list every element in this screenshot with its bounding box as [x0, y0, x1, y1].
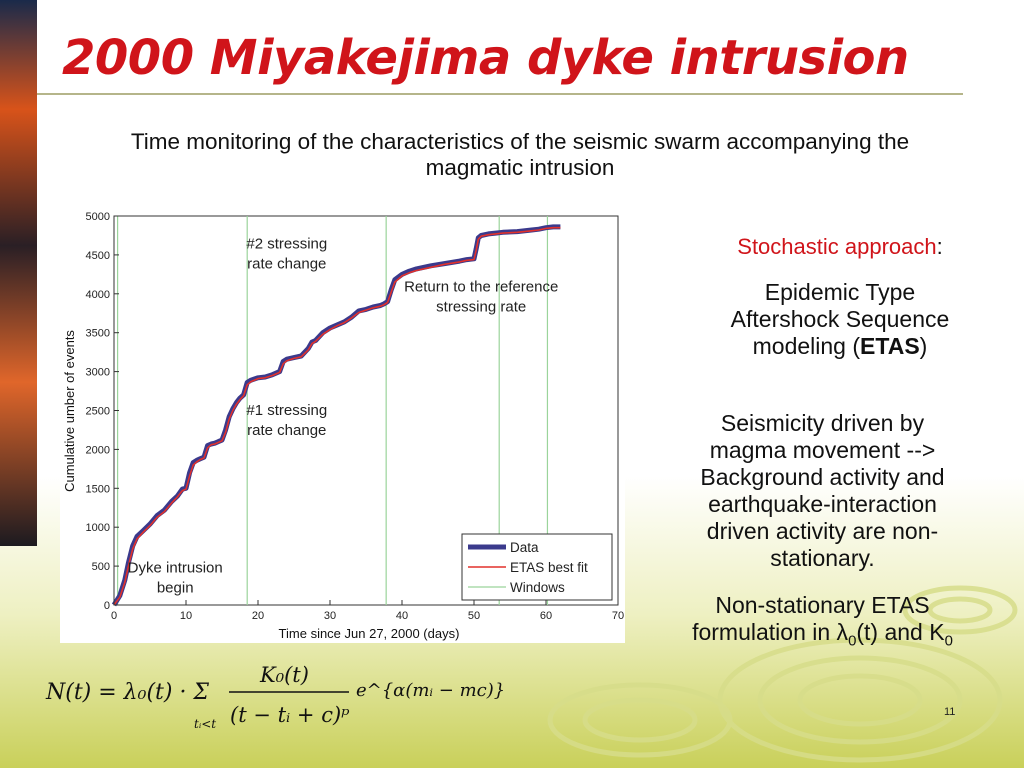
annotation-line: stressing rate — [436, 298, 526, 315]
slide-subtitle: Time monitoring of the characteristics o… — [130, 129, 910, 180]
etas-fit-line — [113, 226, 561, 606]
page-number: 11 — [944, 706, 956, 718]
etas-line: Epidemic Type — [764, 279, 916, 305]
y-tick-label: 5000 — [86, 211, 110, 223]
y-tick-label: 0 — [104, 600, 110, 612]
y-tick-label: 2000 — [86, 444, 110, 456]
annotation-line: Dyke intrusion — [128, 559, 223, 576]
y-tick-label: 1000 — [86, 522, 110, 534]
y-tick-label: 3000 — [86, 367, 110, 379]
ripple-decoration — [547, 585, 1018, 763]
x-axis-label: Time since Jun 27, 2000 (days) — [279, 626, 460, 641]
y-axis-label: Cumulative umber of events — [62, 330, 77, 492]
formula-denominator: (t − tᵢ + c)ᵖ — [230, 703, 350, 727]
etas-description: Epidemic Type Aftershock Sequence modeli… — [680, 279, 1000, 360]
legend-label: Data — [510, 540, 539, 555]
formula-numerator: K₀(t) — [259, 663, 309, 687]
nonst-line: formulation in λ0(t) and K0 — [650, 619, 995, 655]
y-tick-label: 2500 — [86, 406, 110, 418]
y-tick-label: 1500 — [86, 483, 110, 495]
seis-line: driven activity are non- — [706, 518, 939, 544]
seis-line: Seismicity driven by — [720, 410, 925, 436]
x-tick-label: 10 — [180, 610, 192, 622]
chart-annotation: Return to the reference stressing rate — [404, 278, 558, 315]
x-tick-label: 60 — [540, 610, 552, 622]
seismicity-description: Seismicity driven by magma movement --> … — [650, 410, 995, 572]
etas-pre: modeling ( — [752, 333, 861, 359]
x-tick-label: 30 — [324, 610, 336, 622]
non-stationary-etas: Non-stationary ETAS formulation in λ0(t)… — [650, 592, 995, 655]
annotation-line: #2 stressing — [246, 236, 327, 253]
legend-label: ETAS best fit — [510, 560, 588, 575]
formula-sum-subscript: tᵢ<t — [194, 717, 216, 731]
seis-line: stationary. — [770, 545, 875, 571]
y-tick-label: 4500 — [86, 250, 110, 262]
formula-exponential: e^{α(mᵢ − mc)} — [356, 680, 505, 701]
seis-line: earthquake-interaction — [708, 491, 937, 517]
nonst-mid: (t) and K — [856, 619, 945, 645]
cumulative-events-chart: 0 10 20 30 40 50 60 70 0 500 1000 1500 2000 2500 3000 3… — [60, 206, 625, 643]
etas-formula: N(t) = λ₀(t) · Σ tᵢ<t K₀(t) (t − tᵢ + c)… — [45, 663, 505, 731]
y-tick-label: 500 — [92, 561, 110, 573]
etas-acronym: ETAS — [860, 333, 920, 359]
y-tick-label: 3500 — [86, 328, 110, 340]
sunset-strip — [0, 0, 37, 546]
x-tick-label: 20 — [252, 610, 264, 622]
nonst-line: Non-stationary ETAS — [715, 592, 930, 618]
nonst-pre: formulation in λ — [692, 619, 849, 645]
annotation-line: rate change — [247, 256, 326, 273]
seis-line: magma movement --> — [709, 437, 936, 463]
etas-post: ) — [919, 333, 928, 359]
x-tick-label: 40 — [396, 610, 408, 622]
stochastic-label: Stochastic approach — [737, 234, 937, 259]
seis-line: Background activity and — [700, 464, 945, 490]
chart-annotation: Dyke intrusion begin — [128, 559, 223, 596]
stochastic-approach-heading: Stochastic approach: — [680, 234, 1000, 260]
chart-annotation: #1 stressing rate change — [246, 402, 327, 439]
nonst-sub1: 0 — [944, 632, 953, 650]
x-tick-label: 50 — [468, 610, 480, 622]
chart-annotation: #2 stressing rate change — [246, 236, 327, 273]
slide-title: 2000 Miyakejima dyke intrusion — [62, 30, 909, 86]
annotation-line: #1 stressing — [246, 402, 327, 419]
x-tick-label: 70 — [612, 610, 624, 622]
stochastic-colon: : — [936, 234, 943, 259]
x-tick-label: 0 — [111, 610, 117, 622]
etas-line: Aftershock Sequence — [730, 306, 950, 332]
legend-label: Windows — [510, 580, 565, 595]
annotation-line: begin — [157, 579, 194, 596]
nonst-sub0: 0 — [848, 632, 857, 650]
formula-lhs: N(t) = λ₀(t) · Σ — [45, 680, 209, 705]
annotation-line: rate change — [247, 422, 326, 439]
etas-line: modeling (ETAS) — [680, 333, 1000, 360]
annotation-line: Return to the reference — [404, 278, 558, 295]
y-tick-label: 4000 — [86, 289, 110, 301]
